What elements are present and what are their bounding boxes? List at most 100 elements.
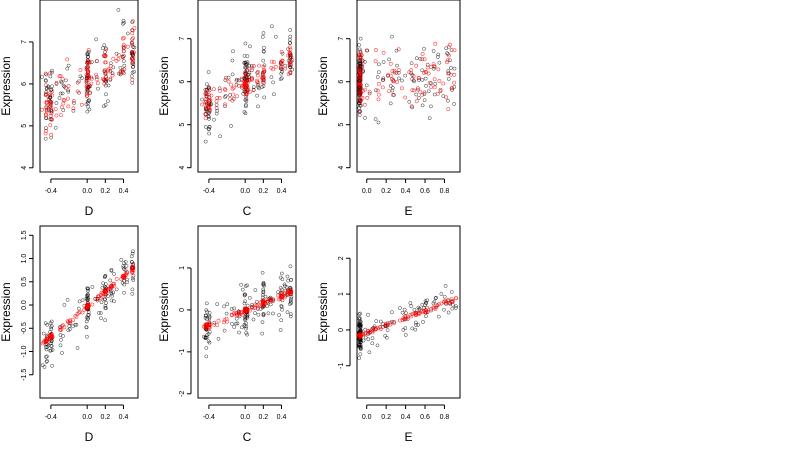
- x-tick-label: 0.2: [381, 188, 391, 195]
- observed-point: [280, 277, 285, 282]
- observed-point: [366, 337, 371, 342]
- fitted-point: [48, 99, 53, 104]
- fitted-point: [278, 290, 283, 295]
- observed-point: [103, 282, 108, 286]
- observed-point: [357, 113, 362, 117]
- observed-point: [122, 290, 126, 295]
- observed-point: [85, 298, 90, 303]
- y-tick-label: 5: [21, 124, 28, 128]
- observed-point: [225, 302, 230, 307]
- fitted-point: [401, 316, 406, 321]
- fitted-point: [449, 299, 454, 304]
- fitted-point: [256, 70, 260, 74]
- fitted-point: [278, 66, 283, 71]
- fitted-point: [450, 299, 455, 303]
- observed-point: [222, 304, 226, 309]
- observed-point: [207, 111, 211, 115]
- observed-point: [60, 351, 64, 355]
- fitted-point: [222, 320, 226, 325]
- observed-point: [357, 59, 361, 63]
- fitted-point: [87, 83, 92, 88]
- observed-point: [103, 285, 108, 290]
- fitted-point: [418, 90, 423, 95]
- observed-point: [203, 139, 208, 144]
- fitted-point: [44, 106, 49, 111]
- observed-point: [244, 97, 249, 101]
- observed-point: [50, 68, 54, 73]
- observed-point: [280, 51, 285, 56]
- fitted-point: [114, 277, 119, 281]
- fitted-point: [357, 82, 362, 86]
- fitted-point: [357, 77, 361, 81]
- fitted-point: [94, 59, 99, 64]
- fitted-point: [287, 61, 292, 65]
- fitted-point: [111, 281, 116, 286]
- observed-point: [61, 83, 66, 88]
- observed-point: [361, 338, 366, 343]
- observed-point: [103, 71, 108, 76]
- x-tick-label: 0.0: [240, 188, 250, 195]
- observed-point: [204, 107, 209, 112]
- fitted-point: [378, 327, 383, 331]
- observed-point: [203, 125, 208, 129]
- fitted-point: [108, 64, 113, 69]
- observed-point: [388, 84, 393, 88]
- observed-point: [86, 295, 90, 300]
- observed-point: [130, 20, 135, 24]
- panel-3: 0.0 0.2 0.4 0.6 0.8 4 5 6 7 E Expression: [316, 0, 461, 218]
- observed-point: [357, 356, 362, 360]
- fitted-point: [230, 86, 235, 91]
- fitted-point: [288, 288, 293, 293]
- fitted-point: [223, 75, 228, 80]
- observed-point: [121, 59, 126, 63]
- observed-point: [431, 66, 436, 71]
- observed-point: [261, 283, 266, 287]
- observed-point: [45, 354, 49, 359]
- fitted-point: [112, 283, 116, 288]
- observed-point: [261, 31, 266, 35]
- x-tick-label: 0.4: [119, 188, 129, 195]
- fitted-point: [444, 299, 449, 304]
- fitted-point: [254, 303, 259, 308]
- fitted-point: [445, 60, 449, 65]
- fitted-point: [90, 302, 95, 307]
- fitted-point: [424, 70, 428, 75]
- y-axis-title: Expression: [316, 282, 330, 341]
- y-tick-label: 7: [338, 37, 345, 41]
- fitted-point: [235, 312, 240, 317]
- fitted-point: [78, 68, 83, 72]
- fitted-point: [249, 304, 254, 309]
- fitted-point: [72, 99, 76, 103]
- fitted-point: [84, 79, 89, 84]
- observed-point: [104, 79, 109, 84]
- observed-point: [408, 301, 413, 305]
- observed-point: [265, 299, 270, 304]
- y-tick-label: 1: [179, 266, 186, 270]
- y-axis-title: Expression: [157, 56, 171, 115]
- fitted-point: [236, 83, 241, 88]
- fitted-point: [40, 107, 44, 112]
- fitted-point: [58, 327, 63, 332]
- fitted-point: [261, 77, 266, 81]
- observed-point: [72, 101, 76, 105]
- observed-point: [204, 308, 209, 312]
- fitted-point: [212, 322, 217, 327]
- x-axis-title: D: [85, 204, 94, 218]
- observed-point: [130, 276, 135, 281]
- observed-point: [207, 340, 212, 345]
- observed-point: [98, 311, 103, 315]
- fitted-point: [85, 65, 89, 70]
- y-tick-label: 0: [338, 328, 345, 332]
- observed-point: [46, 84, 51, 89]
- observed-point: [446, 69, 451, 73]
- observed-point: [204, 327, 209, 332]
- fitted-point: [84, 92, 89, 96]
- observed-point: [361, 68, 365, 73]
- observed-point: [288, 299, 293, 304]
- observed-point: [366, 312, 370, 317]
- fitted-point: [102, 81, 107, 86]
- observed-point: [231, 49, 235, 54]
- observed-point: [251, 317, 256, 322]
- fitted-point: [436, 67, 441, 72]
- fitted-point: [279, 50, 284, 54]
